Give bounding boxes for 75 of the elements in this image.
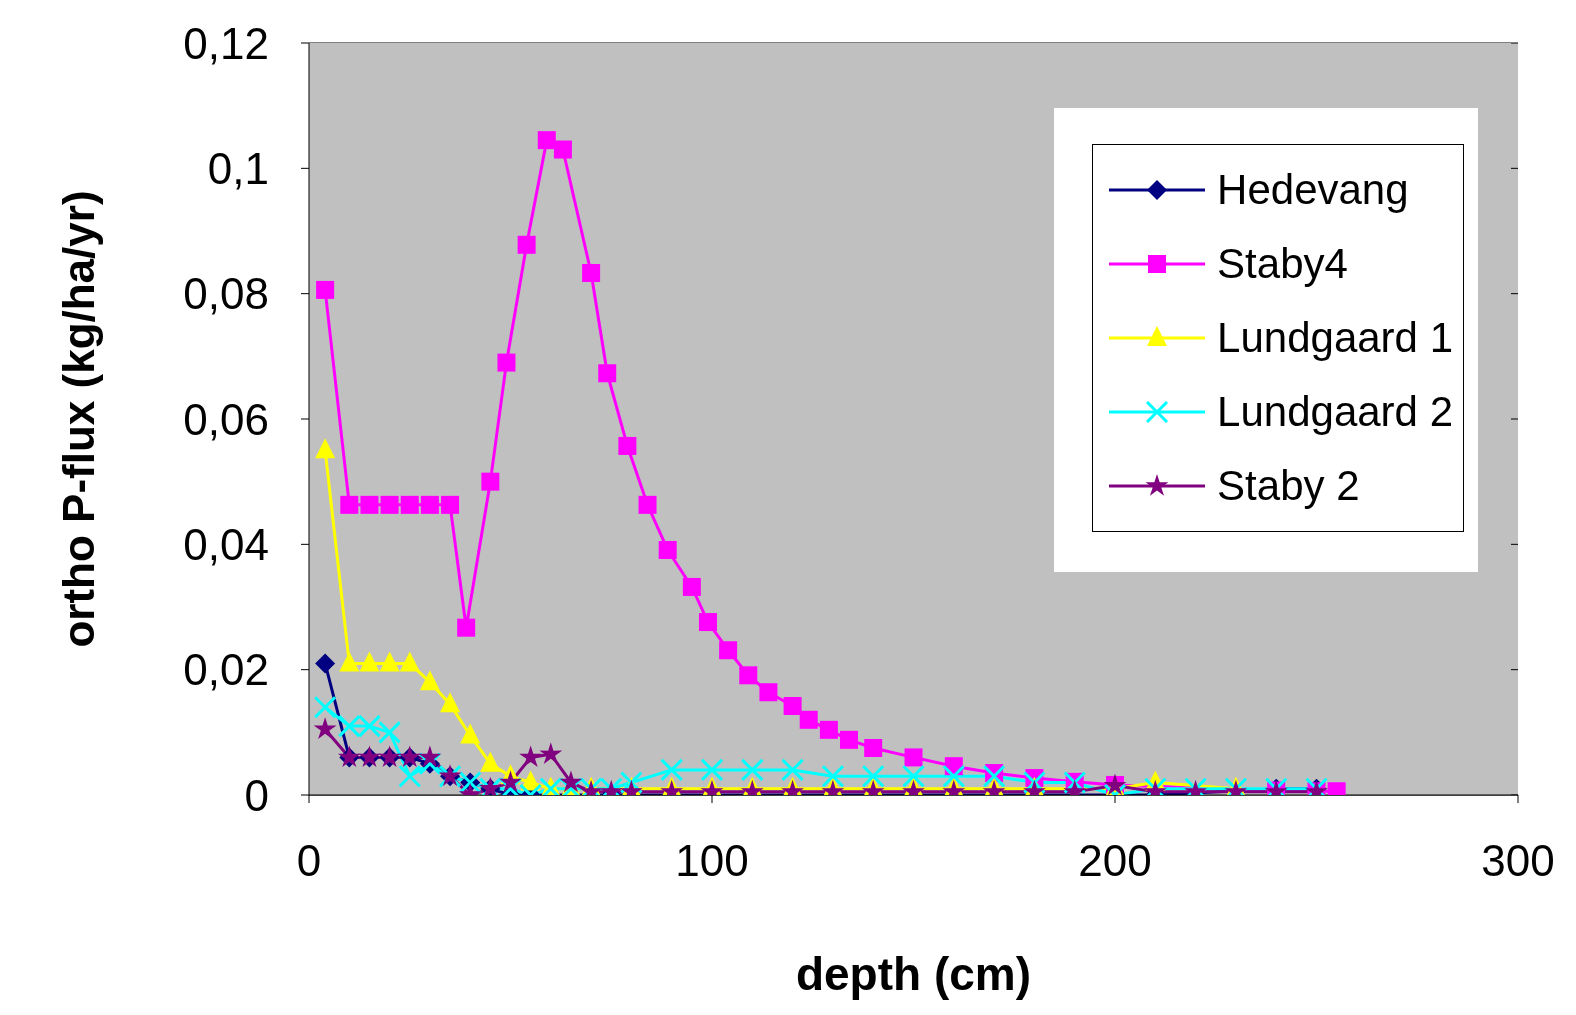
y-tick-label: 0,08: [183, 269, 269, 319]
point: [759, 683, 778, 702]
y-axis-title: ortho P-flux (kg/ha/yr): [53, 190, 103, 648]
point: [902, 764, 925, 788]
point: [861, 764, 885, 788]
y-tick-label: 0: [244, 770, 269, 820]
point: [660, 758, 684, 782]
point: [420, 495, 439, 514]
point: [497, 353, 516, 372]
point: [517, 235, 536, 254]
point: [539, 742, 563, 764]
point: [1022, 770, 1046, 794]
point: [378, 720, 402, 744]
point: [537, 131, 556, 150]
point: [340, 495, 359, 514]
point: [781, 758, 805, 782]
point: [739, 666, 758, 685]
point: [840, 730, 859, 749]
legend-label: Lundgaard 1: [1217, 314, 1453, 362]
point: [315, 438, 336, 459]
x-tick-label: 300: [1481, 836, 1555, 886]
point: [519, 745, 543, 768]
point: [440, 692, 461, 713]
point: [982, 764, 1006, 788]
point: [457, 618, 476, 637]
point: [339, 651, 360, 672]
y-tick-label: 0,02: [183, 645, 269, 695]
point: [682, 577, 701, 596]
x-tick-label: 0: [296, 836, 322, 886]
point: [379, 651, 400, 672]
point: [418, 745, 442, 768]
point: [582, 263, 601, 282]
y-tick-label: 0,1: [207, 143, 269, 193]
point: [313, 717, 337, 739]
point: [313, 695, 337, 719]
point: [619, 770, 643, 794]
point: [598, 364, 617, 383]
point: [700, 758, 724, 782]
point: [460, 723, 481, 744]
x-axis-title: depth (cm): [795, 948, 1032, 1000]
point: [315, 653, 336, 674]
point: [400, 495, 419, 514]
point: [638, 495, 657, 514]
point: [480, 751, 501, 772]
legend-label: Staby4: [1217, 240, 1348, 288]
point: [481, 472, 500, 491]
point: [658, 540, 677, 559]
point: [783, 697, 802, 716]
point: [360, 495, 379, 514]
point: [942, 764, 966, 788]
point: [553, 140, 572, 159]
point: [698, 613, 717, 632]
point: [799, 710, 818, 729]
point: [359, 651, 380, 672]
point: [821, 764, 845, 788]
point: [399, 651, 420, 672]
point: [618, 436, 637, 455]
point: [419, 670, 440, 691]
point: [441, 495, 460, 514]
point: [819, 720, 838, 739]
point: [740, 758, 764, 782]
x-tick-label: 200: [1078, 836, 1152, 886]
y-tick-label: 0,12: [183, 18, 269, 68]
point: [904, 748, 923, 767]
y-tick-label: 0,04: [183, 519, 269, 569]
legend-label: Staby 2: [1217, 462, 1360, 510]
point: [380, 495, 399, 514]
point: [398, 764, 422, 788]
point: [316, 280, 335, 299]
point: [864, 739, 883, 757]
y-tick-label: 0,06: [183, 394, 269, 444]
point: [719, 641, 738, 660]
x-tick-label: 100: [675, 836, 749, 886]
legend-label: Lundgaard 2: [1217, 388, 1453, 436]
legend-label: Hedevang: [1217, 166, 1409, 214]
